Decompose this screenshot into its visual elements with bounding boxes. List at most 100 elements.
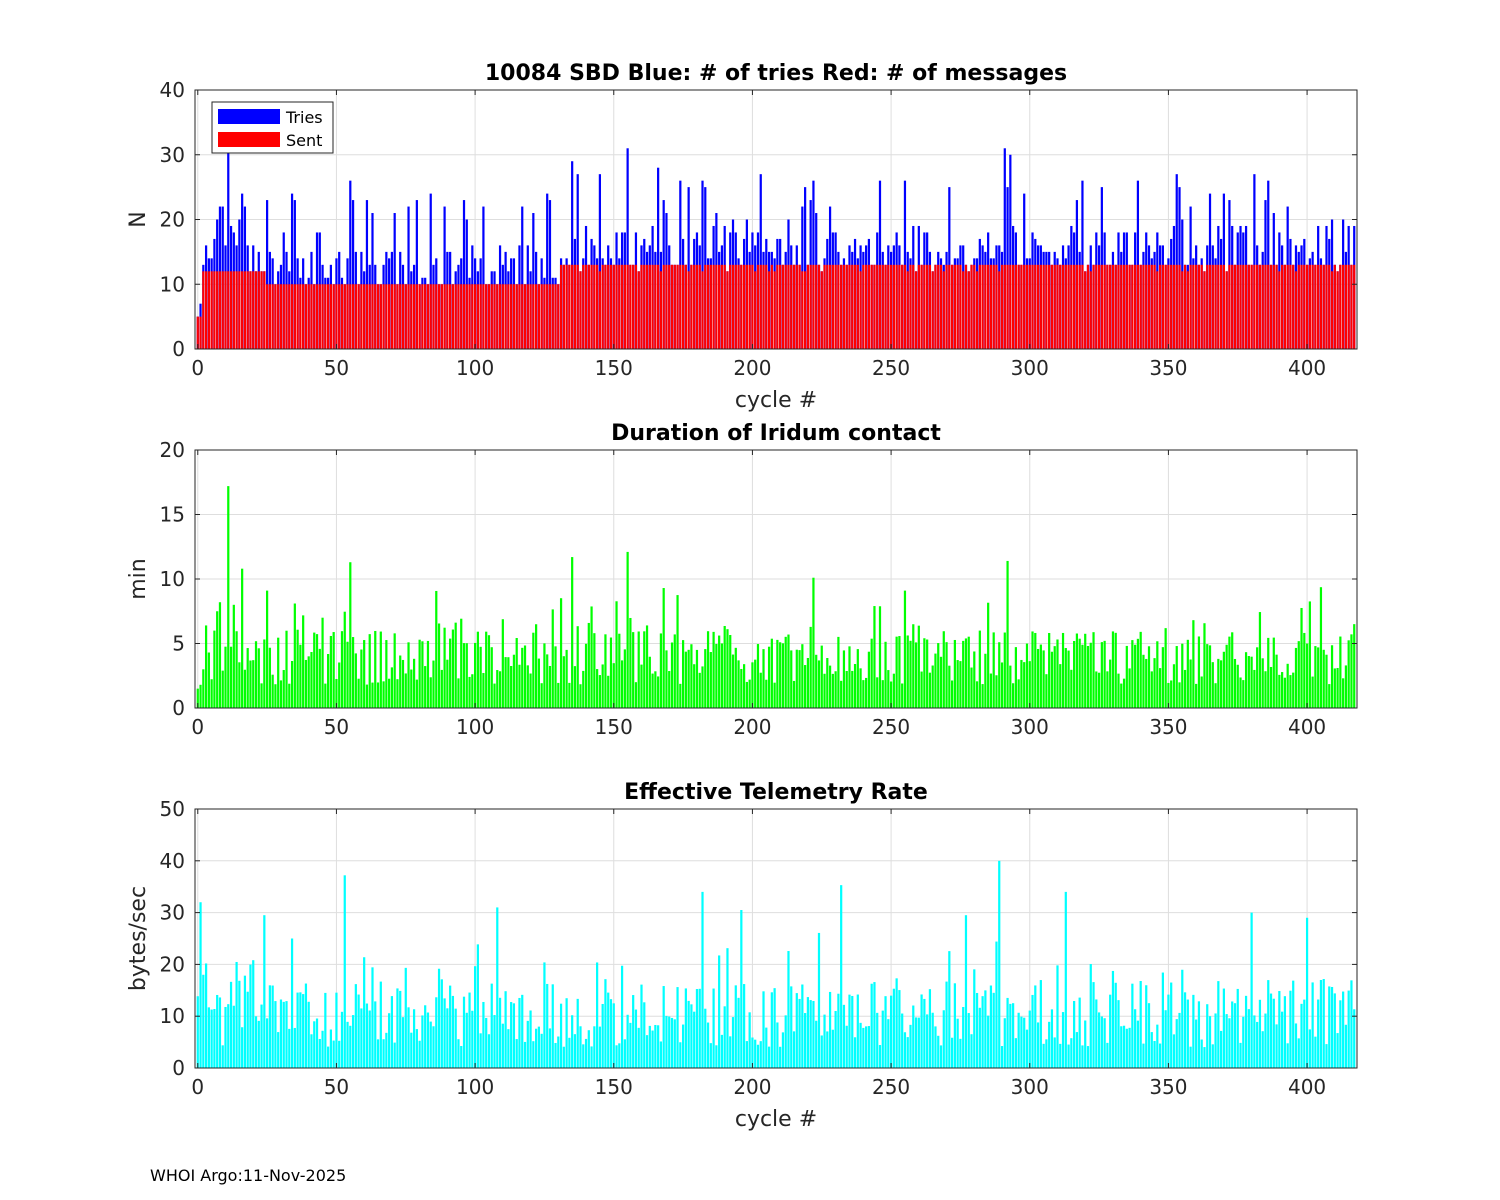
duration-bar	[576, 626, 579, 708]
rate-bar	[460, 1045, 463, 1068]
sent-bar	[770, 264, 773, 349]
sent-bar	[1136, 264, 1140, 349]
sent-bar	[327, 284, 330, 349]
rate-bar	[1228, 1018, 1231, 1068]
duration-bar	[1053, 646, 1056, 708]
duration-bar	[426, 640, 430, 708]
sent-bar	[576, 264, 579, 349]
sent-bar	[867, 264, 871, 349]
rate-bar	[967, 1013, 970, 1068]
rate-bar	[532, 1041, 535, 1068]
rate-bar	[537, 1026, 540, 1068]
rate-bar	[349, 1025, 352, 1068]
rate-bar	[1109, 994, 1112, 1068]
duration-bar	[515, 637, 518, 708]
duration-bar	[479, 646, 482, 708]
sent-bar	[324, 284, 327, 349]
rate-bar	[1178, 1012, 1181, 1068]
sent-bar	[351, 284, 355, 349]
duration-bar	[288, 683, 291, 708]
sent-bar	[876, 264, 879, 349]
duration-bar	[315, 634, 319, 708]
rate-bar	[1117, 1000, 1120, 1068]
sent-bar	[1075, 264, 1079, 349]
sent-bar	[1239, 264, 1242, 349]
duration-bar	[812, 577, 815, 708]
rate-bar	[826, 1031, 829, 1068]
rate-bar	[701, 891, 704, 1068]
sent-bar	[1095, 264, 1098, 349]
sent-bar	[1328, 264, 1331, 349]
sent-bar	[851, 264, 854, 349]
tries-bar	[393, 213, 396, 349]
duration-bar	[523, 645, 527, 708]
sent-bar	[817, 264, 821, 349]
y-tick-label: 40	[160, 78, 185, 102]
duration-bar	[546, 654, 549, 708]
duration-bar	[873, 606, 876, 708]
sent-bar	[684, 264, 687, 349]
duration-bar	[573, 666, 577, 708]
duration-bar	[626, 551, 629, 708]
rate-bar	[953, 983, 956, 1068]
duration-bar	[318, 648, 321, 708]
duration-bar	[1253, 669, 1256, 708]
sent-bar	[1330, 271, 1334, 349]
sent-bar	[989, 264, 993, 349]
duration-bar	[504, 657, 507, 708]
duration-bar	[271, 674, 274, 708]
duration-bar	[1203, 623, 1206, 708]
rate-bar	[290, 938, 294, 1068]
sent-bar	[1322, 264, 1325, 349]
sent-bar	[612, 264, 615, 349]
sent-bar	[806, 264, 810, 349]
duration-bar	[460, 618, 463, 708]
duration-bar	[853, 664, 857, 708]
duration-bar	[759, 672, 762, 708]
sent-bar	[765, 264, 768, 349]
sent-bar	[379, 284, 382, 349]
sent-bar	[462, 284, 466, 349]
rate-bar	[1220, 1030, 1223, 1068]
rate-bar	[881, 1010, 884, 1068]
duration-bar	[485, 631, 488, 708]
rate-bar	[1036, 1022, 1040, 1068]
duration-bar	[1261, 658, 1264, 708]
rate-bar	[340, 1011, 344, 1068]
tries-bar	[521, 206, 524, 349]
y-tick-label: 10	[160, 567, 185, 591]
sent-bar	[895, 264, 898, 349]
sent-bar	[271, 284, 274, 349]
rate-bar	[1275, 1024, 1278, 1068]
duration-bar	[565, 649, 568, 708]
rate-bar	[626, 1014, 629, 1068]
duration-bar	[693, 664, 696, 708]
rate-bar	[343, 875, 346, 1068]
sent-bar	[1256, 264, 1259, 349]
rate-bar	[1314, 1036, 1317, 1068]
sent-bar	[1211, 264, 1214, 349]
duration-bar	[881, 680, 884, 708]
duration-bar	[1034, 632, 1037, 708]
tries-bar	[415, 200, 418, 349]
duration-bar	[1283, 677, 1287, 708]
rate-bar	[1305, 917, 1309, 1068]
rate-bar	[1158, 1043, 1162, 1068]
duration-bar	[1181, 643, 1184, 708]
duration-bar	[296, 629, 299, 708]
sent-bar	[740, 264, 743, 349]
sent-bar	[546, 284, 549, 349]
sent-bar	[1170, 264, 1173, 349]
duration-bar	[715, 643, 718, 708]
duration-bar	[773, 682, 776, 708]
rate-bar	[892, 988, 895, 1068]
rate-bar	[1134, 1009, 1137, 1068]
rate-bar	[687, 1000, 690, 1068]
sent-bar	[368, 284, 371, 349]
duration-bar	[363, 640, 366, 708]
sent-bar	[648, 264, 651, 349]
sent-bar	[1111, 264, 1115, 349]
rate-bar	[376, 1039, 380, 1068]
sent-bar	[1167, 264, 1170, 349]
sent-bar	[241, 271, 244, 349]
